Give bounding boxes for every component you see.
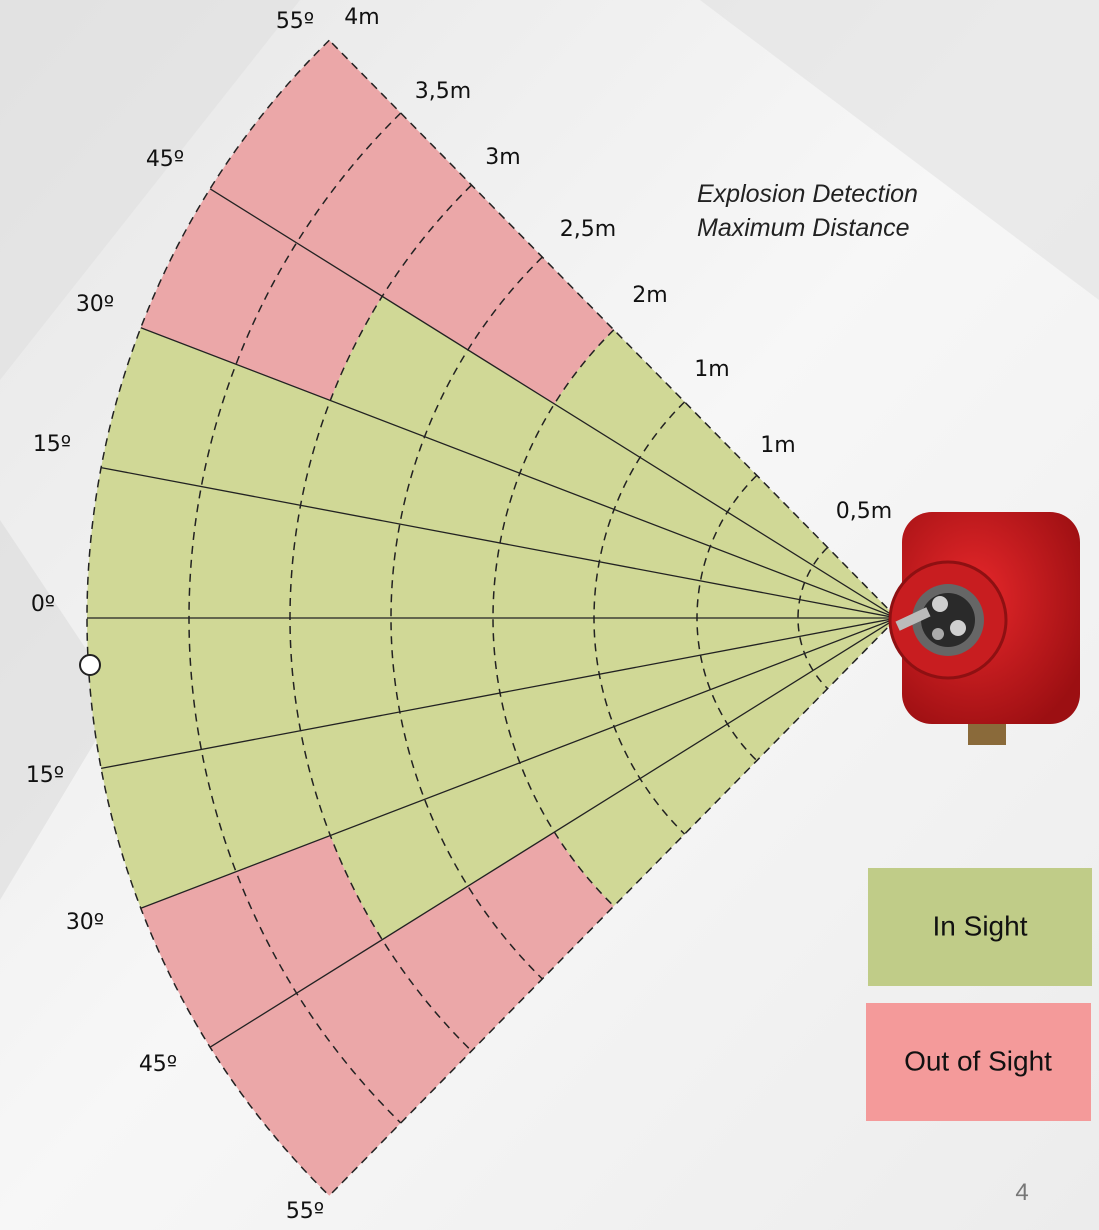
angle-label: 0º: [31, 592, 55, 617]
angle-label: 45º: [146, 147, 184, 172]
range-arc: [797, 546, 829, 690]
distance-label: 2,5m: [560, 217, 616, 242]
out-of-sight-zone: [140, 188, 383, 401]
angle-label: 30º: [66, 910, 104, 935]
in-sight-zone: [330, 296, 898, 618]
labels: 55º 45º 30º 15º 15º 30º 45º 55º 0º 4m 3,5m 3m 2,5m 2m…: [26, 5, 892, 1224]
distance-label: 2m: [632, 283, 667, 308]
legend-swatch: [866, 1003, 1091, 1121]
legend-label: In Sight: [933, 910, 1028, 941]
out-of-sight-zone: [140, 835, 383, 1048]
distance-label: 0,5m: [836, 499, 892, 524]
angle-label: 55º: [276, 9, 314, 34]
angle-label: 15º: [33, 432, 71, 457]
in-sight-zone: [101, 327, 898, 618]
angle-label: 15º: [26, 763, 64, 788]
in-sight-zone: [554, 329, 897, 618]
angle-label: 30º: [76, 292, 114, 317]
in-sight-zone: [87, 618, 897, 769]
fan-edge: [328, 39, 898, 619]
angle-label: 55º: [286, 1199, 324, 1224]
annotation: Maximum Distance: [697, 214, 910, 242]
distance-label: 1m: [760, 433, 795, 458]
distance-label: 4m: [344, 5, 379, 30]
in-sight-zone: [101, 618, 898, 909]
range-arc: [86, 39, 330, 1197]
angle-label: 45º: [139, 1052, 177, 1077]
marker: [79, 654, 101, 676]
bg-shape: [0, 520, 120, 900]
angle-line: [140, 617, 898, 909]
bg-shape: [700, 0, 1099, 300]
angle-line: [140, 327, 898, 619]
distance-label: 1m: [694, 357, 729, 382]
legend-label: Out of Sight: [904, 1045, 1052, 1076]
out-of-sight-zone: [210, 832, 614, 1196]
in-sight-zone: [330, 618, 898, 940]
page-number: 4: [1015, 1179, 1028, 1206]
annotation: Explosion Detection: [697, 180, 918, 208]
detection-fan: [86, 39, 898, 1197]
detector-device: [888, 512, 1080, 745]
angle-line: [100, 617, 898, 770]
angle-line: [209, 617, 898, 1048]
in-sight-zone: [87, 467, 897, 618]
angle-line: [100, 466, 898, 619]
fan-edge: [328, 617, 898, 1197]
distance-label: 3,5m: [415, 79, 471, 104]
legend-swatch: [868, 868, 1092, 986]
angle-line: [209, 188, 898, 619]
bg-shape: [0, 0, 300, 380]
out-of-sight-zone: [210, 40, 614, 404]
distance-label: 3m: [485, 145, 520, 170]
in-sight-zone: [554, 618, 897, 907]
